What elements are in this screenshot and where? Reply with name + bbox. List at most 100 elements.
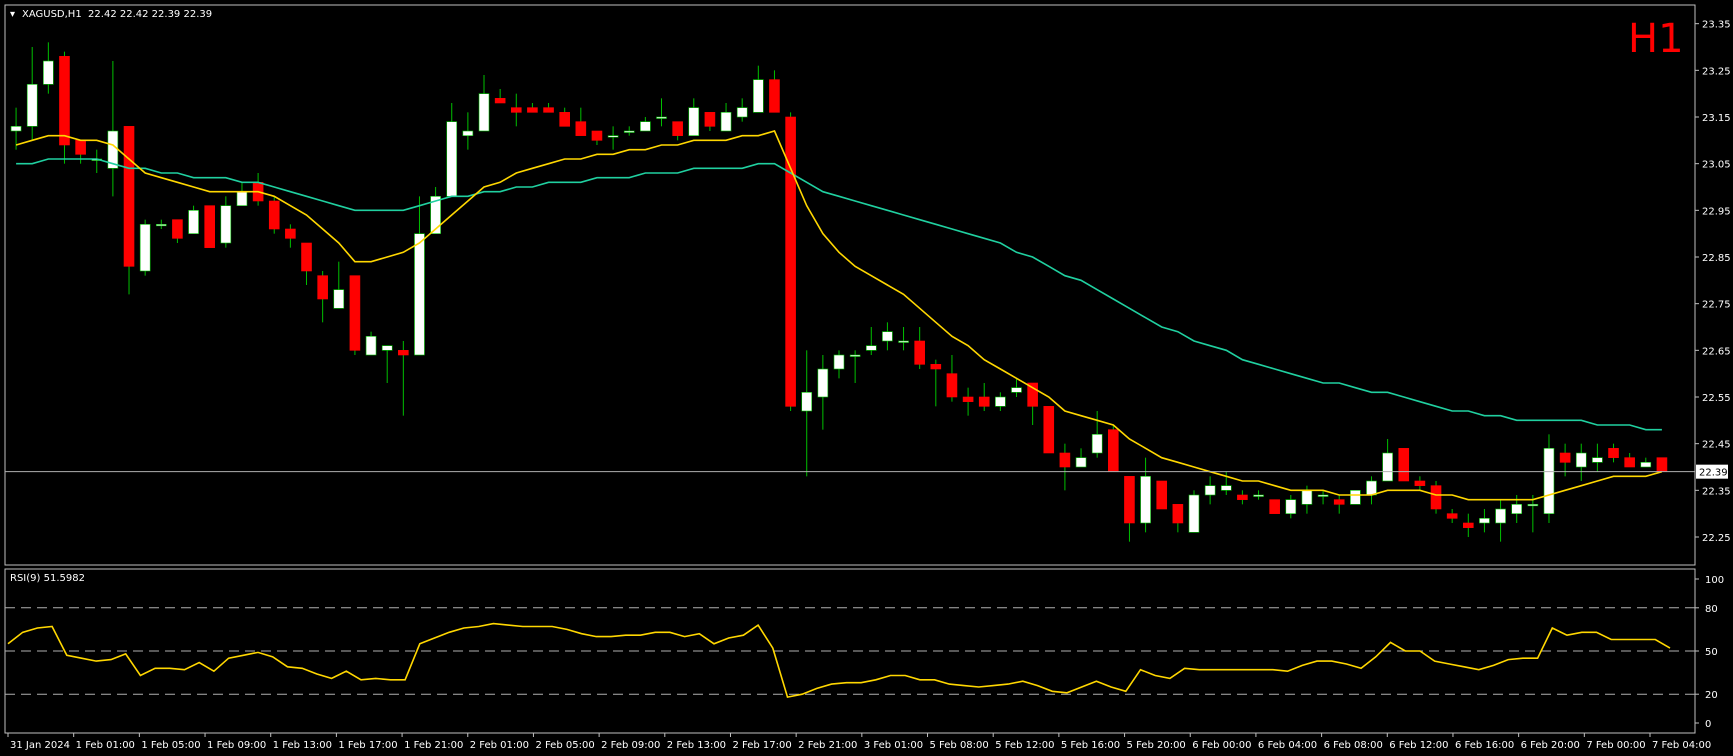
candle — [1640, 457, 1652, 468]
candle — [672, 121, 683, 141]
bear-candle-body — [204, 205, 216, 248]
bull-candle-body — [462, 130, 474, 136]
candle — [446, 103, 458, 197]
candle — [962, 387, 974, 416]
bear-candle-body — [769, 79, 780, 113]
bear-candle-body — [704, 112, 716, 127]
candle — [381, 345, 393, 383]
candle — [1317, 490, 1329, 505]
bull-candle-body — [1479, 518, 1490, 524]
bull-candle-body — [688, 107, 700, 136]
candle — [285, 224, 296, 248]
dropdown-arrow-icon[interactable]: ▾ — [10, 9, 15, 20]
bear-candle-body — [1059, 452, 1071, 468]
bear-candle-body — [527, 107, 538, 113]
bull-candle-body — [414, 233, 425, 356]
candle — [801, 350, 813, 477]
candle — [1592, 443, 1603, 472]
bull-candle-body — [1188, 494, 1200, 533]
rsi-tick-label: 0 — [1705, 719, 1711, 730]
bull-candle-body — [1253, 494, 1264, 497]
bear-candle-body — [1333, 499, 1345, 505]
candle — [1333, 495, 1345, 514]
time-tick-label: 2 Feb 01:00 — [470, 740, 529, 751]
bull-candle-body — [446, 121, 458, 197]
candle — [1059, 443, 1071, 491]
bull-candle-body — [623, 130, 635, 133]
bull-candle-body — [882, 331, 893, 342]
bear-candle-body — [510, 107, 522, 113]
candle — [704, 112, 716, 131]
bear-candle-body — [1043, 406, 1055, 454]
candle — [172, 219, 183, 243]
bear-candle-body — [543, 107, 554, 113]
bull-candle-body — [833, 354, 845, 370]
bear-candle-body — [1414, 480, 1426, 486]
bull-candle-body — [220, 205, 232, 244]
candle — [1430, 481, 1442, 514]
candle — [123, 126, 135, 295]
candle — [1543, 434, 1555, 523]
time-tick-label: 5 Feb 08:00 — [930, 740, 989, 751]
bull-candle-body — [1350, 490, 1361, 505]
candle — [1462, 513, 1474, 537]
candle — [1382, 439, 1393, 482]
bull-candle-body — [720, 112, 732, 132]
candle — [26, 47, 38, 141]
candle — [640, 117, 651, 132]
bull-candle-body — [1495, 508, 1506, 524]
bear-candle-body — [349, 275, 361, 351]
candle — [1559, 443, 1571, 477]
bear-candle-body — [301, 242, 312, 272]
candle — [1608, 443, 1619, 463]
candle — [462, 112, 474, 150]
candle — [1172, 504, 1184, 533]
candle — [1108, 425, 1119, 472]
time-tick-label: 6 Feb 00:00 — [1192, 740, 1251, 751]
bull-candle-body — [1592, 457, 1603, 463]
bear-candle-body — [1430, 485, 1442, 510]
time-tick-label: 1 Feb 05:00 — [141, 740, 200, 751]
bear-candle-body — [285, 228, 296, 239]
time-tick-label: 7 Feb 00:00 — [1586, 740, 1645, 751]
ma-fast-line — [15, 130, 1663, 501]
candle — [1237, 490, 1248, 505]
candle — [301, 242, 312, 285]
candle — [1204, 476, 1216, 505]
price-tick-label: 22.75 — [1702, 300, 1731, 311]
bear-candle-body — [930, 364, 942, 370]
time-tick-label: 1 Feb 13:00 — [273, 740, 332, 751]
candle — [623, 126, 635, 136]
candle — [946, 355, 958, 402]
bear-candle-body — [914, 340, 925, 365]
candle — [236, 182, 248, 206]
candle — [1495, 499, 1506, 542]
candle — [188, 205, 199, 234]
bear-candle-body — [672, 121, 683, 136]
candle — [914, 327, 925, 369]
bear-candle-body — [978, 396, 990, 407]
bull-candle-body — [607, 135, 619, 138]
candle — [575, 107, 587, 136]
bear-candle-body — [946, 373, 958, 398]
candle — [1156, 480, 1168, 510]
time-tick-label: 6 Feb 16:00 — [1455, 740, 1514, 751]
time-tick-label: 2 Feb 17:00 — [732, 740, 791, 751]
candle — [785, 112, 796, 411]
candle — [559, 107, 570, 127]
bull-candle-body — [1285, 499, 1297, 514]
candle — [1043, 406, 1055, 454]
candle — [882, 322, 893, 351]
candle — [220, 196, 232, 248]
candle — [139, 219, 151, 276]
candle — [204, 205, 216, 248]
bull-candle-body — [478, 93, 490, 132]
candle — [607, 126, 619, 150]
bull-candle-body — [898, 340, 909, 343]
bear-candle-body — [1108, 429, 1119, 472]
candle — [833, 350, 845, 379]
time-tick-label: 1 Feb 09:00 — [207, 740, 266, 751]
bull-candle-body — [656, 116, 667, 119]
candle — [155, 219, 167, 229]
candle — [1366, 476, 1377, 505]
